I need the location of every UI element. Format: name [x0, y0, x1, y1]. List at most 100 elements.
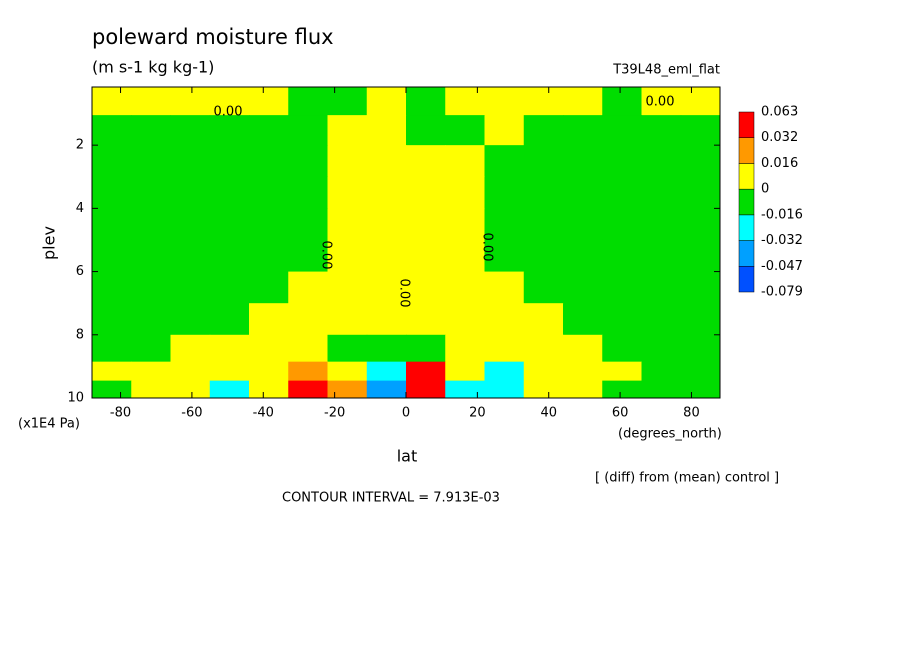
field-cell	[680, 208, 721, 241]
field-cell	[366, 208, 407, 241]
y-axis-label: plev	[40, 226, 59, 260]
field-cell	[523, 361, 564, 382]
field-cell	[288, 115, 328, 146]
field-cell	[484, 115, 525, 146]
x-tick-label: -20	[324, 406, 345, 421]
field-cell	[327, 361, 368, 382]
field-cell	[131, 361, 171, 382]
field-cell	[680, 145, 721, 178]
field-cell	[131, 145, 171, 178]
contour-label: 0.00	[480, 233, 495, 262]
field-cell	[484, 176, 525, 209]
field-cell	[131, 271, 171, 304]
field-cell	[170, 271, 211, 304]
contour-label: 0.00	[214, 105, 243, 120]
field-cell	[602, 361, 642, 382]
field-cell	[641, 380, 682, 399]
field-cell	[445, 115, 485, 146]
field-cell	[602, 239, 642, 273]
field-cell	[327, 334, 368, 363]
field-cell	[288, 176, 328, 209]
field-cell	[131, 380, 171, 399]
field-cell	[366, 380, 407, 399]
field-cell	[680, 361, 721, 382]
field-cell	[406, 87, 446, 116]
field-cell	[209, 271, 250, 304]
contour-label: 0.00	[397, 279, 412, 308]
field-cell	[131, 303, 171, 336]
field-cell	[484, 239, 525, 273]
field-cell	[602, 303, 642, 336]
field-cell	[249, 115, 289, 146]
field-cell	[170, 208, 211, 241]
field-cell	[249, 271, 289, 304]
field-cell	[327, 380, 368, 399]
field-cell	[249, 303, 289, 336]
field-cell	[523, 303, 564, 336]
chart-subtitle: (m s-1 kg kg-1)	[92, 58, 214, 77]
field-cell	[406, 115, 446, 146]
field-cell	[602, 145, 642, 178]
field-cell	[602, 87, 642, 116]
field-cell	[641, 271, 682, 304]
field-cell	[523, 271, 564, 304]
note: [ (diff) from (mean) control ]	[595, 471, 779, 486]
field-cell	[366, 145, 407, 178]
field-cell	[170, 334, 211, 363]
legend-label: 0.032	[761, 130, 798, 145]
field-cell	[445, 87, 485, 116]
legend-swatch	[738, 188, 755, 216]
field-cell	[327, 87, 368, 116]
field-cell	[641, 334, 682, 363]
field-cell	[523, 239, 564, 273]
field-cell	[209, 115, 250, 146]
field-cell	[170, 380, 211, 399]
field-cell	[366, 87, 407, 116]
field-cell	[484, 271, 525, 304]
legend-label: -0.032	[761, 233, 803, 248]
field-cell	[680, 334, 721, 363]
field-cell	[249, 208, 289, 241]
field-cell	[92, 303, 132, 336]
field-cell	[92, 208, 132, 241]
field-cell	[602, 334, 642, 363]
field-cell	[249, 176, 289, 209]
field-cell	[563, 271, 603, 304]
field-cell	[445, 361, 485, 382]
legend-label: -0.016	[761, 207, 803, 222]
field-cell	[92, 361, 132, 382]
field-cell	[366, 271, 407, 304]
field-cell	[170, 115, 211, 146]
field-cell	[406, 380, 446, 399]
x-axis-label: lat	[397, 447, 418, 466]
field-cell	[288, 334, 328, 363]
field-cell	[131, 208, 171, 241]
field-cell	[92, 271, 132, 304]
field-cell	[170, 303, 211, 336]
field-cell	[484, 361, 525, 382]
field-cell	[641, 208, 682, 241]
field-cell	[249, 334, 289, 363]
field-cell	[445, 176, 485, 209]
field-cell	[327, 271, 368, 304]
field-cell	[209, 239, 250, 273]
field-cell	[209, 87, 250, 116]
field-cell	[288, 361, 328, 382]
field-cell	[641, 239, 682, 273]
field-cell	[563, 87, 603, 116]
field-cell	[209, 208, 250, 241]
field-cell	[327, 303, 368, 336]
field-cell	[366, 361, 407, 382]
field-cell	[92, 87, 132, 116]
field-cell	[209, 334, 250, 363]
contour-interval: CONTOUR INTERVAL = 7.913E-03	[282, 491, 500, 506]
field-cell	[406, 271, 446, 304]
legend-label: 0.016	[761, 156, 798, 171]
field-cell	[406, 208, 446, 241]
field-cell	[406, 176, 446, 209]
field-cell	[523, 87, 564, 116]
field-cell	[406, 361, 446, 382]
field-cell	[288, 380, 328, 399]
field-cell	[641, 145, 682, 178]
field	[92, 87, 721, 399]
